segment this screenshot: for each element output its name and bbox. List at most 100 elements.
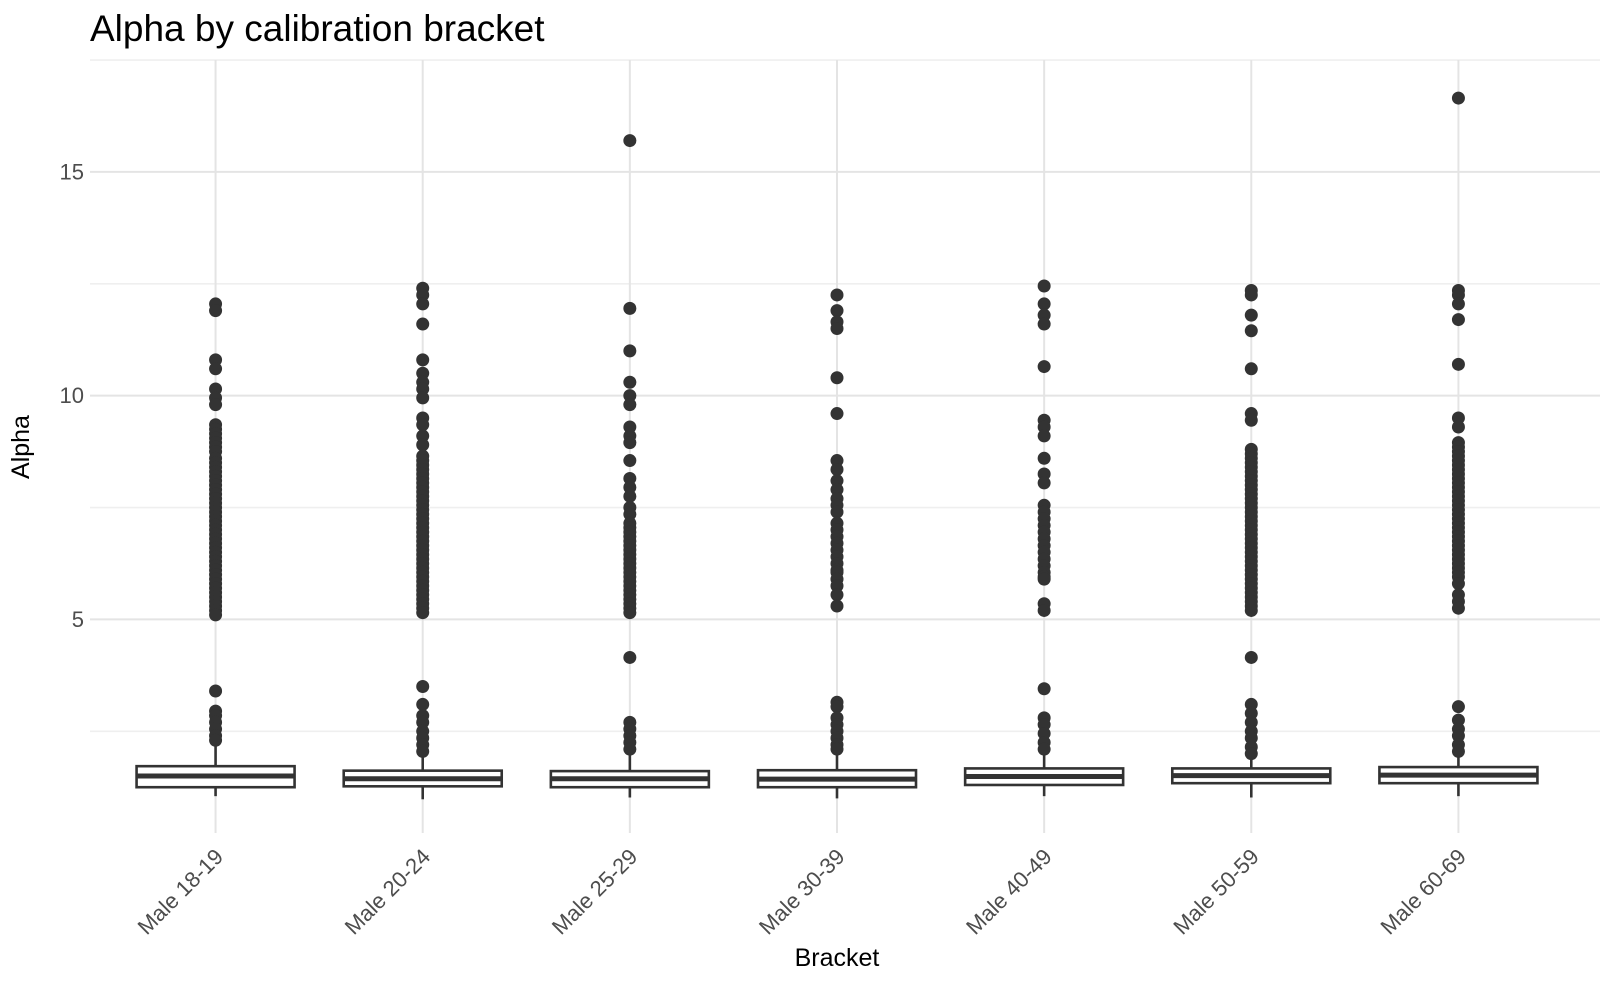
outlier-point: [1037, 603, 1051, 617]
outlier-point: [623, 301, 637, 315]
outlier-point: [1037, 279, 1051, 293]
outlier-point: [623, 398, 637, 412]
outlier-point: [830, 742, 844, 756]
outlier-point: [623, 507, 637, 521]
outlier-point: [623, 420, 637, 434]
outlier-point: [209, 353, 223, 367]
outlier-point: [830, 371, 844, 385]
outlier-point: [830, 505, 844, 519]
outlier-point: [209, 398, 223, 412]
outlier-point: [623, 436, 637, 450]
outlier-point: [1037, 297, 1051, 311]
outlier-point: [623, 389, 637, 403]
outlier-point: [209, 382, 223, 396]
outlier-point: [1451, 577, 1465, 591]
outlier-point: [1244, 288, 1258, 302]
outlier-point: [623, 489, 637, 503]
outlier-point: [1037, 476, 1051, 490]
outlier-point: [830, 599, 844, 613]
x-tick-label: Male 25-29: [547, 844, 643, 940]
outlier-point: [1451, 420, 1465, 434]
outlier-point: [623, 480, 637, 494]
y-tick-label: 10: [60, 383, 84, 408]
outlier-point: [1244, 362, 1258, 376]
outlier-point: [1244, 715, 1258, 729]
outlier-point: [1244, 308, 1258, 322]
outlier-point: [830, 454, 844, 468]
outlier-point: [1244, 697, 1258, 711]
outlier-point: [209, 304, 223, 318]
x-axis-title: Bracket: [794, 944, 880, 972]
outlier-point: [416, 317, 430, 331]
outlier-point: [209, 684, 223, 698]
outlier-point: [416, 697, 430, 711]
x-tick-label: Male 60-69: [1375, 844, 1471, 940]
outlier-point: [1451, 91, 1465, 105]
outlier-point: [416, 418, 430, 432]
outlier-point: [1451, 744, 1465, 758]
outlier-point: [830, 407, 844, 421]
outlier-point: [1037, 308, 1051, 322]
outlier-point: [1244, 413, 1258, 427]
outlier-point: [1037, 742, 1051, 756]
outlier-point: [1037, 360, 1051, 374]
outlier-point: [1037, 420, 1051, 434]
outlier-point: [830, 700, 844, 714]
outlier-point: [1244, 324, 1258, 338]
outlier-point: [623, 134, 637, 148]
outlier-point: [1037, 429, 1051, 443]
outlier-point: [416, 288, 430, 302]
outlier-point: [1244, 603, 1258, 617]
outlier-point: [830, 588, 844, 602]
outlier-point: [623, 375, 637, 389]
outlier-point: [1037, 467, 1051, 481]
outlier-point: [416, 353, 430, 367]
outlier-point: [830, 304, 844, 318]
outlier-point: [416, 366, 430, 380]
outlier-point: [1037, 572, 1051, 586]
outlier-point: [1451, 297, 1465, 311]
outlier-point: [209, 362, 223, 376]
outlier-point: [1451, 313, 1465, 327]
x-tick-label: Male 18-19: [133, 844, 229, 940]
outlier-point: [416, 429, 430, 443]
outlier-point: [623, 454, 637, 468]
outlier-point: [416, 744, 430, 758]
y-tick-label: 15: [60, 159, 84, 184]
outlier-point: [623, 471, 637, 485]
outlier-point: [1244, 731, 1258, 745]
outlier-point: [209, 733, 223, 747]
x-tick-label: Male 20-24: [340, 844, 436, 940]
outlier-point: [416, 606, 430, 620]
outlier-point: [623, 344, 637, 358]
outlier-point: [1451, 357, 1465, 371]
outlier-point: [416, 715, 430, 729]
outlier-point: [416, 438, 430, 452]
chart-title: Alpha by calibration bracket: [90, 8, 545, 49]
outlier-point: [416, 391, 430, 405]
outlier-point: [1037, 317, 1051, 331]
outlier-point: [1244, 747, 1258, 761]
outlier-point: [830, 579, 844, 593]
outlier-point: [416, 680, 430, 694]
outlier-point: [1451, 700, 1465, 714]
outlier-point: [1037, 727, 1051, 741]
outlier-point: [416, 297, 430, 311]
outlier-point: [623, 606, 637, 620]
y-axis-title: Alpha: [7, 415, 35, 479]
outlier-point: [416, 382, 430, 396]
outlier-point: [1451, 713, 1465, 727]
x-tick-label: Male 30-39: [754, 844, 850, 940]
outlier-point: [1244, 650, 1258, 664]
outlier-point: [623, 742, 637, 756]
outlier-point: [1451, 729, 1465, 743]
outlier-point: [830, 462, 844, 476]
outlier-point: [623, 650, 637, 664]
outlier-point: [830, 483, 844, 497]
outlier-point: [1451, 288, 1465, 302]
outlier-point: [1037, 451, 1051, 465]
y-tick-label: 5: [72, 607, 84, 632]
outlier-point: [830, 474, 844, 488]
